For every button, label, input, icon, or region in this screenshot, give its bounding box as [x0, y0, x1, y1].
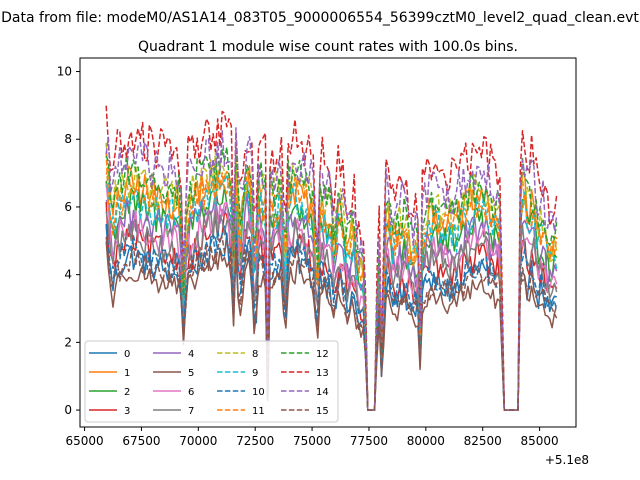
legend-label: 10	[252, 387, 265, 398]
legend-label: 6	[188, 387, 194, 398]
legend-label: 2	[124, 387, 130, 398]
x-tick-label: 65000	[65, 434, 103, 448]
legend-label: 8	[252, 349, 258, 360]
series-line-14	[105, 127, 558, 411]
x-tick-label: 80000	[407, 434, 445, 448]
legend-label: 3	[124, 406, 130, 417]
series-line-7	[105, 200, 558, 411]
legend-label: 5	[188, 368, 194, 379]
figure-suptitle: Data from file: modeM0/AS1A14_083T05_900…	[1, 10, 639, 26]
x-tick-label: 72500	[236, 434, 274, 448]
series-line-4	[105, 192, 558, 411]
legend-label: 15	[316, 406, 329, 417]
y-tick-label: 0	[64, 403, 72, 417]
legend-label: 1	[124, 368, 130, 379]
y-tick-label: 6	[64, 200, 72, 214]
y-tick-label: 2	[64, 335, 72, 349]
x-tick-label: 67500	[122, 434, 160, 448]
y-tick-label: 10	[57, 65, 72, 79]
series-layer	[105, 105, 558, 411]
x-tick-label: 75000	[293, 434, 331, 448]
chart-title: Quadrant 1 module wise count rates with …	[138, 39, 518, 55]
legend-label: 11	[252, 406, 265, 417]
series-line-12	[105, 145, 558, 411]
series-line-15	[105, 236, 558, 411]
x-tick-label: 82500	[464, 434, 502, 448]
legend-label: 4	[188, 349, 194, 360]
x-tick-label: 70000	[179, 434, 217, 448]
plot-frame	[79, 57, 577, 428]
x-tick-label: 77500	[350, 434, 388, 448]
series-line-11	[105, 152, 558, 411]
y-tick-label: 4	[64, 268, 72, 282]
x-axis: 65000 67500 70000 72500 75000 77500 80000 82500…	[65, 427, 559, 448]
legend-label: 13	[316, 368, 329, 379]
x-tick-label: 85000	[521, 434, 559, 448]
legend-label: 12	[316, 349, 329, 360]
y-axis: 0 2 4 6 8 10	[57, 65, 80, 417]
legend-label: 0	[124, 349, 130, 360]
legend-label: 14	[316, 387, 329, 398]
x-offset-label: +5.1e8	[545, 453, 589, 467]
legend-label: 9	[252, 368, 258, 379]
legend-label: 7	[188, 406, 194, 417]
legend-box	[84, 340, 339, 423]
y-tick-label: 8	[64, 132, 72, 146]
